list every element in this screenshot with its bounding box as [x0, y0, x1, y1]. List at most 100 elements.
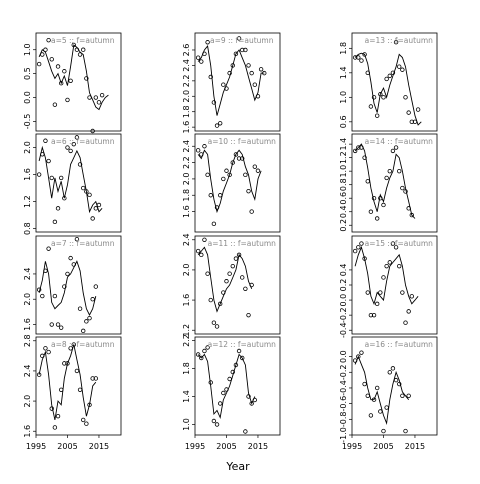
y-tick-label: 2.4	[182, 59, 191, 72]
data-point	[368, 413, 374, 418]
data-point	[40, 293, 45, 299]
data-point	[246, 312, 251, 318]
data-point	[390, 70, 396, 76]
data-point	[68, 78, 73, 84]
data-point	[374, 385, 380, 391]
panel-frame	[35, 235, 122, 335]
data-point	[249, 209, 254, 214]
panel-frame	[35, 133, 122, 233]
panel-label: a=10 :: f=autumn	[208, 137, 277, 146]
x-tick-label: 1995	[185, 442, 205, 451]
data-point	[99, 92, 105, 98]
data-point	[397, 168, 402, 174]
y-tick-label: 2.8	[23, 334, 32, 347]
data-point	[230, 160, 235, 165]
data-point	[409, 119, 415, 125]
data-point	[211, 221, 217, 227]
x-tick-label: 2005	[216, 442, 236, 451]
y-tick-label: 2.2	[182, 334, 191, 347]
data-point	[36, 172, 42, 177]
data-point	[46, 246, 51, 251]
data-point	[208, 380, 213, 385]
data-point	[393, 145, 399, 150]
data-point	[81, 417, 86, 423]
y-tick-label: -0.2	[339, 307, 348, 323]
data-point	[393, 245, 399, 250]
y-tick-label: 2.0	[23, 141, 32, 154]
data-point	[74, 236, 80, 242]
data-point	[227, 376, 232, 382]
y-tick-label: 1.8	[339, 42, 348, 55]
data-point	[52, 293, 58, 299]
x-tick-label: 2015	[248, 442, 268, 451]
data-point	[84, 319, 89, 324]
data-point	[58, 80, 64, 86]
panel-label: a=7 :: f=autumn	[51, 239, 115, 248]
data-point	[390, 366, 396, 371]
data-point	[58, 325, 64, 330]
data-point	[406, 206, 411, 211]
data-point	[62, 361, 67, 366]
data-point	[214, 123, 220, 128]
y-tick-label: 0.6	[339, 115, 348, 128]
data-point	[403, 320, 408, 325]
data-point	[409, 212, 415, 218]
y-tick-label: 2.0	[182, 264, 191, 277]
data-point	[46, 349, 51, 355]
y-tick-label: 0.2	[339, 219, 348, 232]
data-point	[365, 290, 370, 295]
data-point	[415, 107, 421, 112]
panel-1: -0.5 0.0 0.5 1.0 a=5 :: f=autumn	[23, 32, 122, 134]
panel-4: 0.8 1.2 1.6 2.0 a=6 :: f=autumn	[23, 133, 122, 235]
y-tick-label: 2.0	[23, 395, 32, 408]
y-tick-label: 2.2	[182, 156, 191, 169]
data-point	[52, 219, 58, 225]
data-point	[252, 397, 258, 403]
data-point	[368, 209, 374, 214]
data-point	[87, 315, 92, 321]
data-point	[258, 67, 264, 72]
y-tick-label: -0.8	[339, 412, 348, 428]
data-point	[81, 328, 86, 334]
data-point	[384, 175, 389, 181]
data-point	[195, 148, 201, 153]
data-point	[84, 421, 89, 426]
y-tick-label: 0.2	[339, 279, 348, 292]
panel-12: -1.0-0.8-0.6-0.4-0.20.0 a=16 :: f=autumn1…	[339, 336, 438, 451]
x-axis-label: Year	[225, 460, 250, 473]
data-point	[378, 196, 383, 201]
data-point	[233, 362, 239, 368]
data-point	[378, 92, 383, 97]
data-point	[255, 94, 261, 99]
panel-frame	[351, 32, 438, 132]
data-point	[390, 148, 396, 154]
y-tick-label: 1.8	[182, 105, 191, 118]
data-point	[211, 320, 217, 325]
panel-label: a=8 :: f=autumn	[51, 340, 115, 349]
data-point	[365, 179, 370, 184]
data-point	[252, 82, 258, 87]
data-point	[199, 152, 204, 157]
data-point	[224, 86, 229, 91]
data-point	[249, 282, 254, 288]
data-point	[262, 70, 267, 76]
y-tick-label: 0.0	[23, 91, 32, 104]
data-point	[371, 196, 377, 201]
data-point	[374, 216, 380, 221]
data-point	[387, 370, 392, 375]
data-point	[214, 422, 220, 427]
data-point	[406, 309, 411, 314]
data-point	[74, 135, 80, 140]
panel-3: 0.6 1.0 1.4 1.8 a=13 :: f=autumn	[339, 32, 438, 132]
data-point	[365, 70, 370, 76]
data-point	[230, 63, 235, 68]
data-point	[49, 322, 54, 327]
data-point	[81, 185, 86, 191]
data-point	[214, 205, 220, 210]
data-point	[46, 37, 51, 43]
data-point	[58, 175, 64, 181]
fitted-line	[197, 353, 256, 420]
y-tick-label: 1.8	[182, 189, 191, 202]
data-point	[208, 74, 213, 80]
